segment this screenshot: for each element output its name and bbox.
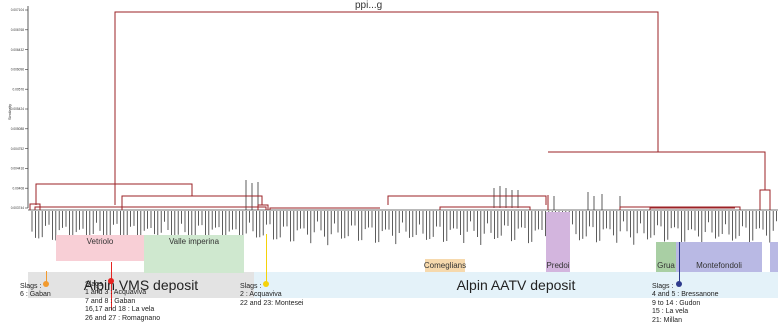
y-axis-label: Similarity — [7, 104, 12, 120]
dendrogram-link — [114, 11, 659, 205]
aatv-deposit-label: Alpin AATV deposit — [456, 277, 576, 293]
group-band-grua: Grua — [656, 242, 676, 272]
y-axis: 0.007104 0.006768 0.006432 0.006096 0.00576 0… — [11, 6, 29, 210]
dendrogram-link — [548, 151, 766, 190]
group-band-predoi: Predoi — [546, 212, 570, 272]
dendrogram-link — [439, 206, 531, 210]
group-label-vetriolo: Vetriolo — [86, 237, 114, 246]
slag-note-line: 16,17 and 18 : La vela — [85, 306, 155, 314]
slag-pin-line — [679, 242, 680, 284]
slag-note-vms: Slags : 1 and 3 : Acquaviva 7 and 8 : Ga… — [85, 281, 160, 323]
slag-note-montesei: Slags : 2 : Acquaviva 22 and 23: Montese… — [240, 283, 303, 308]
y-tick-label: 0.005088 — [11, 127, 25, 131]
slag-note-line: 15 : La vela — [652, 308, 689, 316]
slag-note-line: 7 and 8 : Gaban — [85, 297, 136, 305]
dendrogram-link — [759, 189, 771, 210]
slag-note-line: 22 and 23: Montesei — [240, 299, 304, 307]
group-band-edge — [770, 242, 778, 272]
dendrogram-link — [619, 206, 741, 210]
dendrogram-link — [34, 206, 267, 210]
slag-note-line: 4 and 5 : Bressanone — [652, 291, 719, 299]
slag-note-title: Slags : — [240, 283, 262, 290]
slag-pin-dot — [43, 281, 49, 287]
slag-pin-line — [46, 271, 47, 284]
dendrogram-link — [269, 207, 380, 210]
slag-note-line: 2 : Acquaviva — [240, 291, 282, 299]
group-label-valle-imperina: Valle imperina — [168, 237, 220, 246]
y-tick-label: 0.004416 — [11, 167, 25, 171]
y-tick-label: 0.006096 — [11, 68, 25, 72]
slag-note-line: 26 and 27 : Romagnano — [85, 314, 161, 322]
group-band-vetriolo: Vetriolo — [56, 235, 144, 261]
slag-note-title: Slags : — [85, 281, 107, 288]
dendrogram-link — [649, 207, 735, 210]
slag-note-line: 6 : Gaban — [20, 291, 51, 299]
y-tick-label: 0.006768 — [11, 28, 25, 32]
y-tick-label: 0.006432 — [11, 48, 25, 52]
dendrogram-link — [35, 183, 193, 205]
group-band-montefondoli: Montefondoli — [676, 242, 762, 272]
slag-pin-dot — [263, 281, 269, 287]
dendrogram-link — [121, 195, 263, 210]
dendrogram-link — [387, 195, 547, 205]
group-band-comeglians: Comeglians — [423, 259, 467, 272]
chart-title-fragment: ppi...g — [355, 0, 382, 11]
y-tick-label: 0.003744 — [11, 206, 25, 210]
slag-note-aatv: Slags : 4 and 5 : Bressanone 9 to 14 : G… — [652, 283, 719, 324]
y-tick-label: 0.004752 — [11, 147, 25, 151]
group-band-valle-imperina: Valle imperina — [144, 235, 244, 273]
slag-note-line: 1 and 3 : Acquaviva — [85, 289, 147, 297]
slag-note-gaban: Slags : 6 : Gaban — [20, 283, 51, 300]
slag-note-line: 9 to 14 : Gudon — [652, 299, 701, 307]
slag-note-title: Slags : — [652, 283, 674, 290]
slag-pin-line — [266, 234, 267, 284]
slag-pin-dot — [108, 278, 114, 284]
dendrogram-links — [29, 11, 771, 210]
group-label-grua: Grua — [657, 261, 675, 270]
slag-note-title: Slags : — [20, 283, 42, 290]
slag-pin-dot — [676, 281, 682, 287]
y-tick-label: 0.00576 — [12, 87, 24, 91]
leaf-label-ticks — [28, 180, 778, 246]
slag-note-line: 21: Millan — [652, 316, 682, 324]
y-tick-label: 0.007104 — [11, 8, 25, 12]
vms-deposit-band: Alpin VMS deposit — [28, 272, 254, 298]
group-label-comeglians: Comeglians — [423, 260, 467, 270]
slag-pin-line — [111, 262, 112, 310]
group-label-predoi: Predoi — [546, 261, 570, 270]
aatv-deposit-band: Alpin AATV deposit — [254, 272, 778, 298]
y-tick-label: 0.005424 — [11, 107, 25, 111]
group-label-montefondoli: Montefondoli — [696, 261, 742, 270]
y-tick-label: 0.00408 — [12, 186, 24, 190]
